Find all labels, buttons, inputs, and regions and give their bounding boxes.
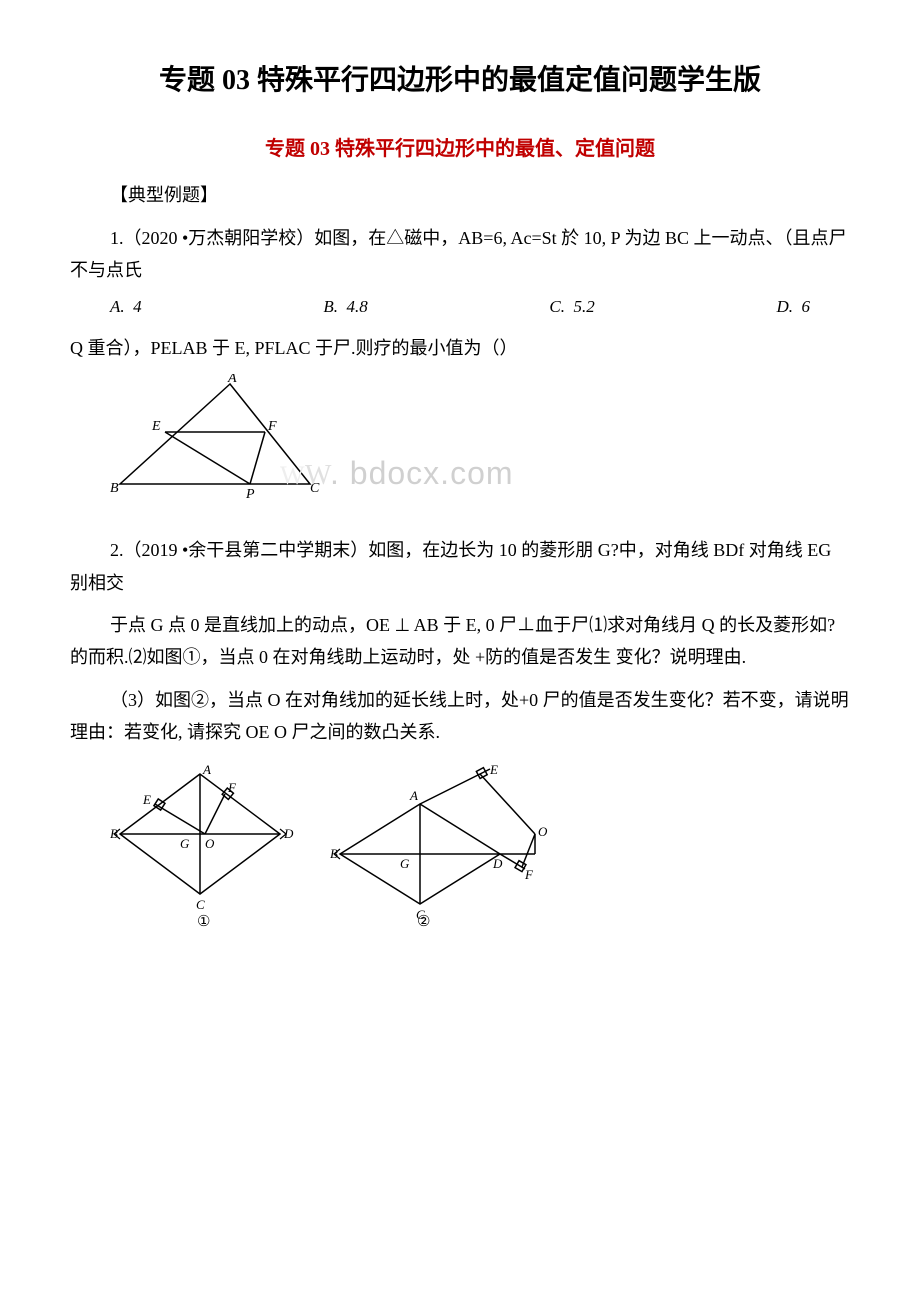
problem1-line1: 1.（2020 •万杰朝阳学校）如图，在△磁中，AB=6, Ac=St 於 10…: [70, 222, 850, 287]
svg-text:D: D: [492, 856, 503, 871]
page-subtitle: 专题 03 特殊平行四边形中的最值、定值问题: [70, 132, 850, 161]
figure-2: A B C D E F G O ②: [330, 764, 560, 929]
section-label: 【典型例题】: [70, 181, 850, 207]
svg-text:B: B: [110, 826, 118, 841]
problem2-figures: A B C D E F G O ① A B: [110, 764, 850, 929]
figure1-caption: ①: [197, 914, 210, 929]
problem2-line1: 2.（2019 •余干县第二中学期末）如图，在边长为 10 的菱形朋 G?中，对…: [70, 534, 850, 599]
svg-text:C: C: [196, 897, 205, 912]
svg-text:O: O: [538, 824, 548, 839]
svg-text:P: P: [245, 487, 255, 502]
page-title: 专题 03 特殊平行四边形中的最值定值问题学生版: [70, 60, 850, 102]
svg-text:F: F: [267, 419, 277, 434]
svg-text:E: E: [489, 764, 498, 777]
svg-text:O: O: [205, 836, 215, 851]
svg-text:G: G: [180, 836, 190, 851]
svg-text:B: B: [110, 481, 119, 496]
figure-1: A B C D E F G O ①: [110, 764, 300, 929]
svg-text:A: A: [409, 788, 418, 803]
svg-text:F: F: [227, 780, 237, 795]
svg-text:W: W: [280, 461, 305, 490]
svg-text:D: D: [283, 826, 294, 841]
svg-text:W: W: [305, 460, 332, 491]
watermark: . bdocx.com: [330, 455, 514, 491]
svg-text:B: B: [330, 846, 338, 861]
problem2-line2: 于点 G 点 0 是直线加上的动点，OE ⊥ AB 于 E, 0 尸⊥血于尸⑴求…: [70, 609, 850, 674]
option-d: D. 6: [776, 297, 810, 317]
svg-text:E: E: [142, 792, 151, 807]
svg-text:A: A: [202, 764, 211, 777]
problem2-line3: （3）如图②，当点 O 在对角线加的延长线上时，处+0 尸的值是否发生变化？若不…: [70, 684, 850, 749]
option-a: A. 4: [110, 297, 142, 317]
svg-text:F: F: [524, 867, 534, 882]
svg-text:A: A: [227, 374, 237, 386]
option-c: C. 5.2: [549, 297, 594, 317]
problem1-figure: A B C E F P . bdocx.com W W: [110, 374, 850, 509]
svg-text:E: E: [151, 419, 161, 434]
svg-text:G: G: [400, 856, 410, 871]
figure2-caption: ②: [417, 914, 430, 929]
option-b: B. 4.8: [323, 297, 367, 317]
problem1-line2: Q 重合），PELAB 于 E, PFLAC 于尸.则疗的最小值为（）: [70, 332, 850, 364]
problem1-options: A. 4 B. 4.8 C. 5.2 D. 6: [70, 297, 850, 317]
